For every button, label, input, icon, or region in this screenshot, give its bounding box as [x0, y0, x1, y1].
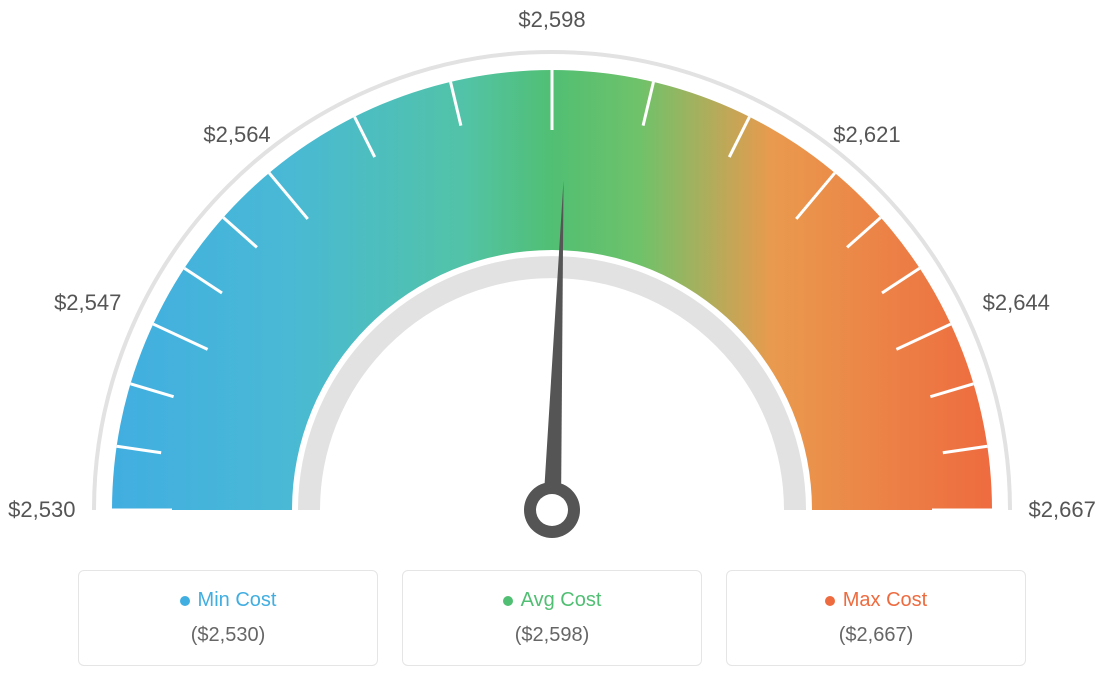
legend-value: ($2,598) [425, 624, 679, 647]
legend-title: Min Cost [180, 589, 277, 612]
tick-label: $2,644 [983, 290, 1050, 316]
legend-card: Max Cost ($2,667) [726, 570, 1026, 666]
tick-label: $2,564 [203, 122, 270, 148]
legend-title: Avg Cost [503, 589, 602, 612]
tick-label: $2,530 [8, 497, 75, 523]
needle-hub-inner [536, 494, 568, 526]
tick-label: $2,598 [518, 7, 585, 33]
legend-card: Min Cost ($2,530) [78, 570, 378, 666]
gauge-area: $2,530 $2,547 $2,564 $2,598 $2,621 $2,644 $2,6… [0, 0, 1104, 560]
legend-label: Min Cost [198, 589, 277, 612]
legend-label: Avg Cost [521, 589, 602, 612]
legend-dot-icon [503, 596, 513, 606]
legend-title: Max Cost [825, 589, 927, 612]
gauge-svg [0, 0, 1104, 560]
tick-label: $2,621 [833, 122, 900, 148]
tick-label: $2,667 [1029, 497, 1096, 523]
legend-dot-icon [180, 596, 190, 606]
legend-card: Avg Cost ($2,598) [402, 570, 702, 666]
legend-value: ($2,530) [101, 624, 355, 647]
legend-label: Max Cost [843, 589, 927, 612]
legend-value: ($2,667) [749, 624, 1003, 647]
cost-gauge-chart: $2,530 $2,547 $2,564 $2,598 $2,621 $2,644 $2,6… [0, 0, 1104, 690]
legend: Min Cost ($2,530) Avg Cost ($2,598) Max Cost… [0, 570, 1104, 666]
tick-label: $2,547 [54, 290, 121, 316]
legend-dot-icon [825, 596, 835, 606]
